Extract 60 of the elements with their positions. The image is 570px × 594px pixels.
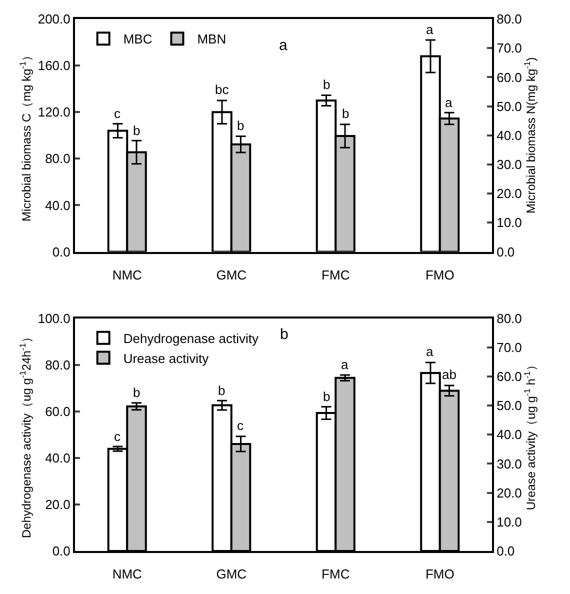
y2-tick-label: 60.0 — [496, 368, 522, 384]
x-tick-label: GMC — [216, 267, 247, 282]
y2-tick-label: 30.0 — [496, 456, 522, 472]
data-label: b — [323, 389, 330, 404]
data-label: b — [133, 385, 140, 400]
data-label: c — [237, 418, 244, 433]
y2-tick-label: 60.0 — [496, 70, 522, 85]
data-label: a — [341, 357, 349, 372]
legend-label: Dehydrogenase activity — [123, 330, 259, 346]
x-tick-label: GMC — [216, 566, 247, 582]
y-tick-label: 0.0 — [52, 544, 70, 559]
x-tick-label: FMO — [425, 267, 454, 282]
annotation: b — [280, 326, 288, 343]
data-label: b — [342, 106, 350, 121]
y2-tick-label: 20.0 — [496, 186, 522, 202]
y2-tick-label: 0.0 — [496, 544, 515, 559]
x-tick-label: NMC — [112, 267, 142, 282]
y-tick-label: 0.0 — [52, 244, 70, 260]
y2-tick-label: 50.0 — [496, 398, 522, 414]
y-tick-label: 60.0 — [45, 404, 70, 419]
y2-tick-label: 40.0 — [496, 128, 522, 143]
data-label: b — [218, 383, 226, 398]
data-label: ab — [442, 367, 456, 382]
legend-label: Urease activity — [123, 350, 210, 366]
annotation: a — [279, 37, 288, 54]
legend-label: MBN — [197, 32, 226, 47]
y-tick-label: 200.0 — [38, 12, 70, 27]
y2-tick-label: 20.0 — [496, 485, 522, 500]
x-tick-label: FMC — [322, 267, 350, 282]
data-label: bc — [215, 82, 230, 97]
x-tick-label: FMO — [425, 566, 454, 582]
y2-tick-label: 70.0 — [496, 40, 522, 56]
legend-label: MBC — [123, 32, 152, 47]
data-label: a — [426, 344, 434, 359]
y-tick-label: 40.0 — [45, 450, 70, 466]
y2-tick-label: 50.0 — [496, 98, 522, 114]
x-tick-label: FMC — [322, 566, 350, 582]
y-tick-label: 120.0 — [38, 104, 70, 120]
data-label: b — [133, 123, 140, 138]
y2-tick-label: 80.0 — [496, 310, 522, 326]
y-tick-label: 80.0 — [45, 151, 70, 166]
y2-tick-label: 30.0 — [496, 157, 522, 172]
data-label: a — [445, 95, 453, 110]
y-tick-label: 160.0 — [38, 58, 70, 74]
data-label: b — [323, 77, 330, 92]
y2-tick-label: 0.0 — [496, 244, 515, 260]
y-tick-label: 80.0 — [45, 357, 70, 372]
data-label: c — [114, 429, 121, 444]
y2-tick-label: 10.0 — [496, 514, 522, 530]
y-tick-label: 40.0 — [45, 198, 70, 213]
y2-tick-label: 40.0 — [496, 427, 522, 442]
data-label: a — [426, 22, 434, 37]
y-tick-label: 100.0 — [38, 310, 70, 326]
y2-tick-label: 80.0 — [496, 12, 522, 27]
y-tick-label: 20.0 — [45, 497, 70, 512]
x-tick-label: NMC — [112, 566, 142, 582]
data-label: c — [114, 106, 121, 121]
y2-tick-label: 10.0 — [496, 215, 522, 230]
data-label: b — [237, 118, 244, 133]
y2-tick-label: 70.0 — [496, 340, 522, 355]
